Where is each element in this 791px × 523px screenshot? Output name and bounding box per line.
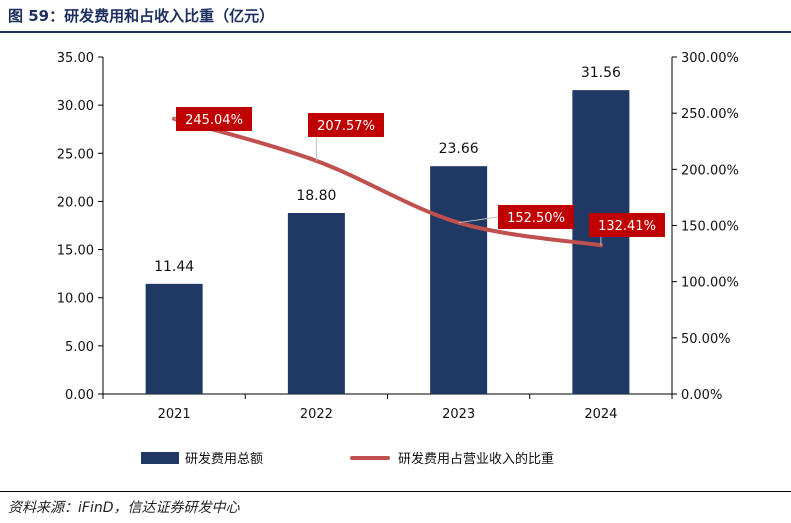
legend-label-bar: 研发费用总额 <box>185 451 263 467</box>
x-tick-label: 2023 <box>442 407 475 422</box>
legend-swatch-bar <box>141 452 179 464</box>
legend-label-line: 研发费用占营业收入的比重 <box>398 451 554 467</box>
x-tick-label: 2022 <box>300 407 333 422</box>
bar <box>145 283 203 394</box>
bar-value-label: 23.66 <box>439 141 479 157</box>
data-labels: 11.44 18.80 23.66 31.56 245.04% 207.57% 152.50… <box>154 65 665 275</box>
left-tick-label: 15.00 <box>57 244 94 259</box>
right-tick-label: 100.00% <box>681 276 739 291</box>
line-label-box <box>589 213 665 237</box>
ratio-line <box>172 116 603 248</box>
line-value-label: 245.04% <box>185 113 243 128</box>
figure-title: 图 59：研发费用和占收入比重（亿元） <box>8 7 275 25</box>
ratio-line-path <box>172 116 603 248</box>
right-tick-label: 150.00% <box>681 220 739 235</box>
right-tick-label: 250.00% <box>681 107 739 122</box>
bars <box>145 90 630 394</box>
line-value-label: 132.41% <box>598 219 656 234</box>
right-tick-label: 300.00% <box>681 51 739 66</box>
line-label-box <box>308 113 384 137</box>
bar-value-label: 31.56 <box>581 65 621 81</box>
x-tick-label: 2024 <box>584 407 617 422</box>
right-tick-label: 50.00% <box>681 332 731 347</box>
source-rule <box>0 491 791 492</box>
left-tick-label: 0.00 <box>65 388 94 403</box>
left-tick-label: 25.00 <box>57 147 94 162</box>
legend: 研发费用总额 研发费用占营业收入的比重 <box>141 451 554 467</box>
right-tick-label: 200.00% <box>681 163 739 178</box>
x-tick-label: 2021 <box>158 407 191 422</box>
left-tick-label: 20.00 <box>57 195 94 210</box>
line-label-box <box>176 107 252 131</box>
right-tick-label: 0.00% <box>681 388 722 403</box>
left-tick-label: 5.00 <box>65 340 94 355</box>
source-note: 资料来源：iFinD，信达证券研发中心 <box>8 500 240 516</box>
line-label-leader <box>458 216 499 224</box>
bar-value-label: 18.80 <box>296 188 336 204</box>
bar <box>287 212 345 394</box>
left-tick-label: 30.00 <box>57 99 94 114</box>
bar <box>430 166 488 394</box>
axes: 0.00 5.00 10.00 15.00 20.00 25.00 30.00 35.00 0.… <box>57 51 739 422</box>
left-tick-label: 10.00 <box>57 292 94 307</box>
left-tick-label: 35.00 <box>57 51 94 66</box>
line-value-label: 207.57% <box>317 119 375 134</box>
title-rule <box>0 31 791 33</box>
line-label-box <box>498 205 574 229</box>
bar-value-label: 11.44 <box>154 259 194 275</box>
line-value-label: 152.50% <box>507 211 565 226</box>
chart: 0.00 5.00 10.00 15.00 20.00 25.00 30.00 35.00 0.… <box>57 51 739 467</box>
